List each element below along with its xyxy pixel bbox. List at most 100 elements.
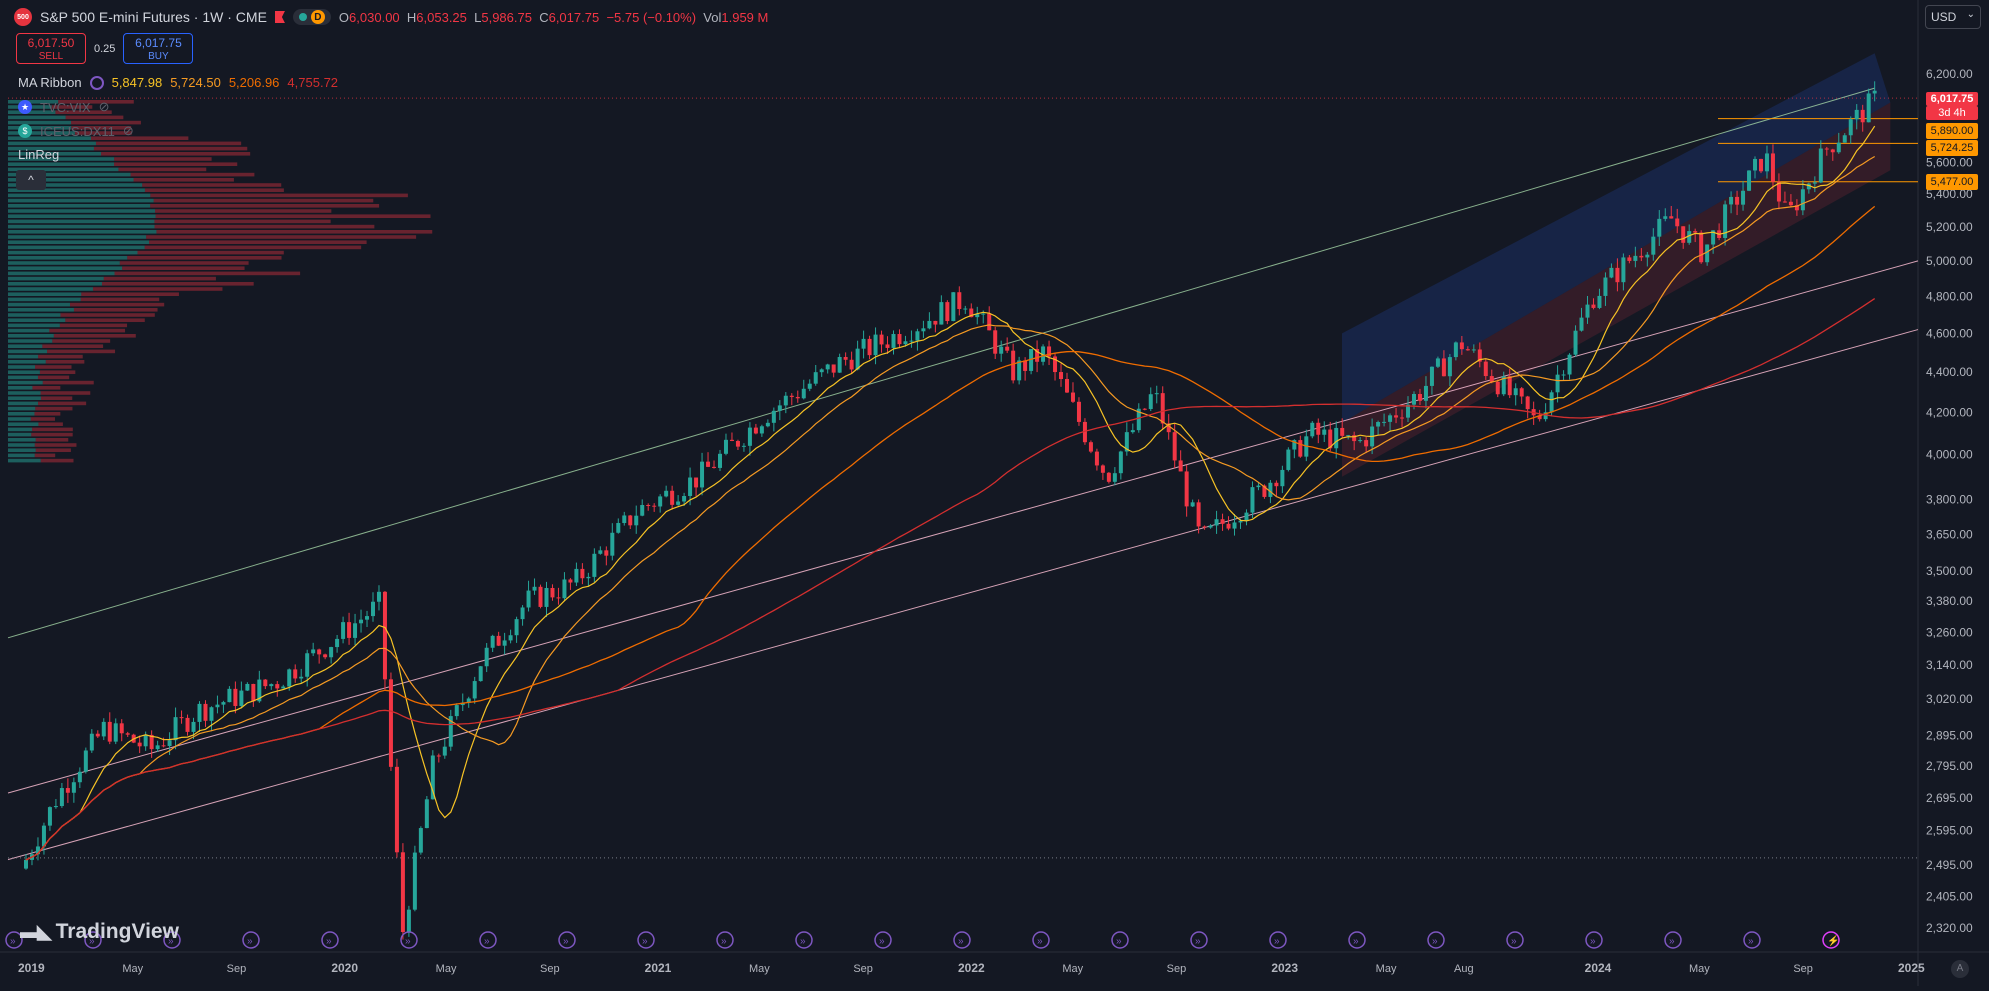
candle-body bbox=[473, 681, 477, 698]
sell-button[interactable]: 6,017.50 SELL bbox=[16, 33, 86, 64]
candle-body bbox=[84, 750, 88, 771]
candle-body bbox=[485, 648, 489, 666]
volume-profile-bar-sell bbox=[38, 422, 62, 426]
indicator-ma-ribbon[interactable]: MA Ribbon 5,847.98 5,724.50 5,206.96 4,7… bbox=[18, 75, 338, 90]
auto-scale-button[interactable]: A bbox=[1951, 960, 1969, 978]
price-axis-label: 4,200.00 bbox=[1926, 405, 1973, 419]
candle-body bbox=[712, 467, 716, 468]
candle-body bbox=[102, 722, 106, 737]
arrow-right-icon: » bbox=[1432, 936, 1438, 947]
candle-body bbox=[1454, 342, 1458, 357]
candle-body bbox=[1699, 233, 1703, 263]
volume-profile-bar-buy bbox=[8, 266, 122, 270]
volume-profile-bar-sell bbox=[155, 225, 375, 229]
indicator-linreg[interactable]: LinReg bbox=[18, 147, 59, 162]
candle-body bbox=[700, 462, 704, 488]
trendline-middle bbox=[8, 261, 1918, 793]
volume-profile-bar-buy bbox=[8, 350, 47, 354]
candle-body bbox=[1418, 394, 1422, 401]
candle-body bbox=[1813, 182, 1817, 183]
tradingview-logo[interactable]: ▬◣ TradingView bbox=[20, 920, 179, 944]
candle-body bbox=[174, 717, 178, 740]
candle-body bbox=[1831, 149, 1835, 152]
candle-body bbox=[1771, 153, 1775, 181]
candle-body bbox=[1562, 375, 1566, 376]
price-axis-label: 2,405.00 bbox=[1926, 890, 1973, 904]
buy-button[interactable]: 6,017.75 BUY bbox=[123, 33, 193, 64]
candle-body bbox=[646, 505, 650, 506]
low-value: 5,986.75 bbox=[481, 10, 532, 25]
candle-body bbox=[1597, 296, 1601, 308]
candle-body bbox=[1568, 355, 1572, 375]
candle-body bbox=[66, 788, 70, 793]
volume-profile-bar-buy bbox=[8, 313, 60, 317]
volume-profile-bar-buy bbox=[8, 204, 150, 208]
candle-body bbox=[598, 550, 602, 553]
volume-profile-bar-sell bbox=[154, 220, 330, 224]
volume-profile-bar-buy bbox=[8, 391, 41, 395]
candle-body bbox=[1574, 331, 1578, 355]
candle-body bbox=[622, 515, 626, 523]
collapse-legend-button[interactable]: ^ bbox=[16, 170, 46, 190]
ma-ribbon-label: MA Ribbon bbox=[18, 75, 82, 90]
candle-body bbox=[1615, 268, 1619, 282]
time-axis-label: Sep bbox=[853, 963, 873, 975]
volume-profile-bar-sell bbox=[32, 386, 60, 390]
candle-body bbox=[1340, 428, 1344, 436]
candle-body bbox=[287, 669, 291, 686]
arrow-right-icon: » bbox=[1037, 936, 1043, 947]
candle-body bbox=[1394, 415, 1398, 417]
candle-body bbox=[1107, 473, 1111, 482]
indicator-vix[interactable]: ★ TVC:VIX ⊘ bbox=[18, 99, 109, 115]
last-price-tag: 6,017.75 bbox=[1926, 92, 1978, 106]
volume-profile-bar-sell bbox=[118, 168, 206, 172]
volume-profile-bar-buy bbox=[8, 459, 41, 463]
symbol-title[interactable]: S&P 500 E-mini Futures · 1W · CME bbox=[40, 9, 267, 25]
ribbon-cycle-icon[interactable] bbox=[90, 76, 104, 90]
hidden-eye-icon[interactable]: ⊘ bbox=[99, 99, 110, 115]
candle-body bbox=[203, 704, 207, 721]
hidden-eye-icon[interactable]: ⊘ bbox=[123, 123, 134, 139]
candle-body bbox=[1472, 349, 1476, 350]
candle-body bbox=[1669, 216, 1673, 218]
volume-profile-bar-sell bbox=[115, 272, 301, 276]
volume-profile-bar-sell bbox=[40, 370, 75, 374]
arrow-right-icon: » bbox=[1511, 936, 1517, 947]
volume-profile-bar-sell bbox=[35, 454, 55, 458]
volume-profile-bar-buy bbox=[8, 412, 34, 416]
candle-body bbox=[670, 491, 674, 505]
spread-value: 0.25 bbox=[94, 43, 115, 55]
price-axis-label: 3,140.00 bbox=[1926, 658, 1973, 672]
currency-select[interactable]: USD ⌄ bbox=[1925, 5, 1981, 29]
market-status-pill[interactable]: D bbox=[293, 9, 331, 25]
candle-body bbox=[1867, 93, 1871, 122]
candle-body bbox=[108, 722, 112, 742]
candle-body bbox=[1011, 351, 1015, 381]
candle-body bbox=[1663, 216, 1667, 219]
candle-body bbox=[730, 440, 734, 441]
candle-body bbox=[192, 722, 196, 732]
price-axis-label: 5,200.00 bbox=[1926, 220, 1973, 234]
volume-profile-bar-buy bbox=[8, 303, 70, 307]
candle-body bbox=[479, 666, 483, 681]
indicator-dxy[interactable]: $ ICEUS:DX11 ⊘ bbox=[18, 123, 134, 139]
arrow-right-icon: » bbox=[247, 936, 253, 947]
flag-icon[interactable] bbox=[275, 11, 285, 23]
time-axis-label: Sep bbox=[227, 963, 247, 975]
candle-body bbox=[1095, 452, 1099, 466]
volume-profile-bar-buy bbox=[8, 355, 38, 359]
volume-profile-bar-buy bbox=[8, 402, 38, 406]
candle-body bbox=[1490, 376, 1494, 382]
regression-channel-lower bbox=[1342, 102, 1890, 476]
candle-body bbox=[335, 639, 339, 647]
candle-body bbox=[78, 772, 82, 782]
candle-body bbox=[724, 440, 728, 454]
candle-body bbox=[796, 397, 800, 398]
volume-value: 1.959 M bbox=[721, 10, 768, 25]
candle-body bbox=[515, 619, 519, 635]
volume-profile-bar-buy bbox=[8, 443, 35, 447]
volume-profile-bar-sell bbox=[150, 204, 379, 208]
volume-profile-bar-sell bbox=[156, 230, 432, 234]
